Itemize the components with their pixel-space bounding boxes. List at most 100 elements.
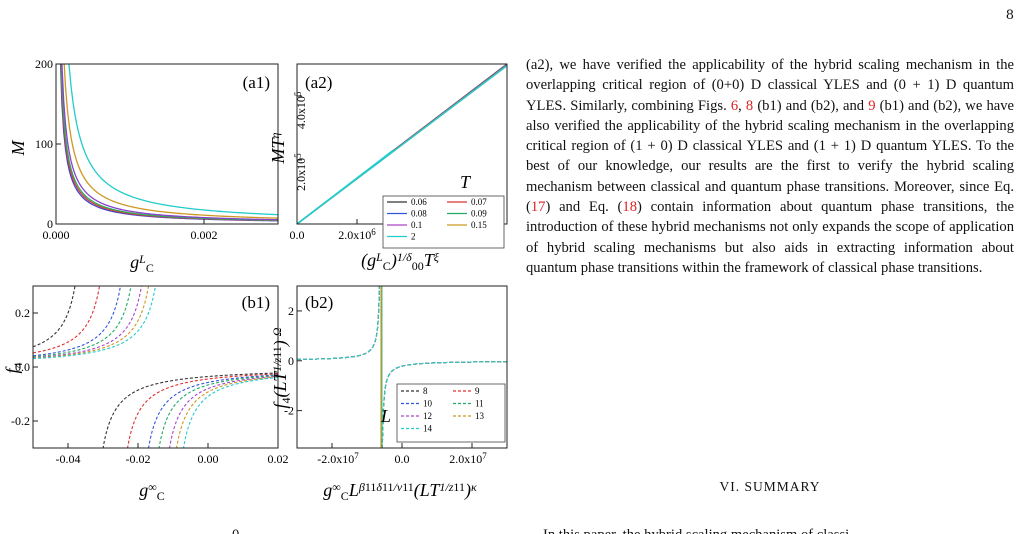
b2-xlabel-part: κ [471, 480, 477, 494]
panel-b2-tick-label: 2.0x107 [449, 451, 487, 466]
panel-b1-ytick-label: -0.2 [11, 414, 30, 428]
b2-xlabel-part: 1/z [439, 480, 453, 494]
b1-curve-right-2 [147, 374, 278, 448]
b2-ylabel-part: 4 [279, 397, 293, 403]
b2-xlabel-part: 11 [453, 480, 465, 494]
b2-xlabel-part: /ν [393, 480, 403, 494]
panel-a2-tick-label: 2.0x106 [338, 227, 376, 242]
b2-xlabel-part: β [358, 480, 365, 494]
reference-link[interactable]: 9 [868, 97, 876, 114]
body-text-column: (a2), we have verified the applicability… [526, 55, 1014, 278]
b1-ylabel-part: 4 [11, 362, 25, 368]
reference-link[interactable]: 6 [730, 97, 739, 114]
tick-mantissa: 2.0x10 [294, 158, 308, 191]
summary-first-line: In this paper, the hybrid scaling mechan… [543, 517, 1013, 534]
a2-xlabel-part: L [375, 250, 383, 264]
b2-ylabel: f4(LT1/z11)-Ω [270, 327, 293, 408]
panel-b1-ytick-label: 0.2 [15, 306, 30, 320]
b1-ylabel-part: f [2, 366, 22, 374]
panel-b1-xtick-label: 0.02 [268, 452, 289, 466]
b1-ylabel: f4 [2, 362, 25, 373]
b2-ylabel-part: (LT [270, 370, 291, 398]
b2-xlabel-part: δ [376, 480, 382, 494]
a2-xlabel: (gLC)1/δ00Tξ [361, 250, 440, 273]
b2-legend-label: 9 [475, 386, 480, 396]
panel-b2-xtick-label: 0.0 [395, 452, 410, 466]
panel-a1-ytick-label: 100 [35, 137, 53, 151]
figure-8: 0.0000.0020100200(a1)gLCM0.02.0x1064.0x1… [0, 0, 510, 534]
tick-exponent: 5 [293, 91, 303, 96]
panel-b2-tick-label: -2.0x107 [317, 451, 359, 466]
panel-b1-xtick-label: 0.00 [198, 452, 219, 466]
b2-xlabel: g∞CLβ11δ11/ν11(LT1/z11)κ [323, 480, 477, 503]
text-run: ) and Eq. ( [545, 199, 623, 216]
text-run: , [738, 97, 746, 114]
panel-a2-tick-label: 2.0x105 [293, 153, 308, 191]
a1-curve-4 [63, 64, 278, 219]
tick-mantissa: 4.0x10 [294, 96, 308, 129]
a2-legend-label: 0.08 [411, 209, 427, 219]
b2-ylabel-part: -Ω [270, 327, 284, 340]
text-run: (b1) and (b2), we have also verified the… [526, 97, 1014, 216]
a2-legend-label: 0.06 [411, 197, 427, 207]
b2-curve-left-6 [297, 286, 381, 360]
b1-curve-left-4 [33, 286, 143, 359]
b1-curve-right-3 [158, 374, 278, 448]
b2-legend-title: L [380, 406, 391, 426]
caption-fragment: 0 [232, 520, 292, 534]
panel-label-b1: (b1) [242, 293, 270, 312]
a1-curve-3 [61, 64, 278, 221]
reference-link[interactable]: 17 [530, 199, 546, 216]
a1-ylabel: M [8, 140, 28, 157]
text-run: (b1) and (b2), and [753, 97, 869, 114]
text-run: (a2), we have verified the applicability… [526, 57, 1014, 114]
b1-xlabel-part: C [157, 489, 165, 503]
tick-mantissa: -2.0x10 [317, 452, 354, 466]
b1-curve-right-1 [126, 373, 278, 448]
b1-curve-right-6 [182, 376, 278, 448]
b2-legend-label: 14 [423, 424, 433, 434]
b2-legend-label: 10 [423, 399, 433, 409]
b2-curve-right-6 [381, 361, 507, 448]
panel-a1-xtick-label: 0.000 [43, 228, 70, 242]
text-run: ) contain information about quantum phas… [526, 199, 1014, 276]
tick-mantissa: 2.0x10 [338, 228, 371, 242]
panel-b2-ytick-label: 0 [288, 354, 294, 368]
panel-label-a1: (a1) [243, 73, 270, 92]
reference-link[interactable]: 8 [745, 97, 754, 114]
b2-legend-label: 12 [423, 411, 432, 421]
b1-xlabel-part: ∞ [148, 480, 157, 494]
b1-curve-left-6 [33, 286, 157, 360]
b2-legend-label: 13 [475, 411, 485, 421]
tick-exponent: 7 [354, 451, 359, 461]
b1-curve-left-3 [33, 286, 132, 358]
b2-ylabel-part: ) [270, 340, 291, 347]
a1-xlabel-part: C [146, 261, 154, 275]
a2-xlabel-part: (g [361, 250, 376, 271]
panel-a1-ytick-label: 200 [35, 57, 53, 71]
a1-curve-1 [60, 64, 278, 222]
tick-mantissa: 2.0x10 [449, 452, 482, 466]
b2-xlabel-part: (LT [414, 480, 442, 501]
panel-a2-xtick-label: 0.0 [290, 228, 305, 242]
a2-legend-label: 0.09 [471, 209, 487, 219]
a2-ylabel-part: η [268, 132, 282, 138]
a2-xlabel-part: ξ [434, 250, 440, 264]
panel-b2-ytick-label: 2 [288, 304, 294, 318]
panel-b1-xtick-label: -0.04 [56, 452, 81, 466]
b2-xlabel-part: C [341, 489, 349, 503]
b1-curve-left-1 [33, 286, 101, 354]
panel-label-a2: (a2) [305, 73, 332, 92]
a2-xlabel-part: ) [390, 250, 397, 271]
b1-curve-left-5 [33, 286, 150, 359]
tick-exponent: 6 [371, 227, 376, 237]
reference-link[interactable]: 18 [622, 199, 637, 216]
a1-curve-5 [68, 64, 278, 216]
body-paragraph: (a2), we have verified the applicability… [526, 55, 1014, 278]
page-number: 8 [1005, 8, 1014, 23]
b2-xlabel-part: L [348, 480, 359, 500]
b2-xlabel-part: 11 [382, 480, 394, 494]
a1-xlabel-part: L [138, 252, 146, 266]
panel-label-b2: (b2) [305, 293, 333, 312]
a2-ylabel-part: MT [268, 136, 288, 164]
